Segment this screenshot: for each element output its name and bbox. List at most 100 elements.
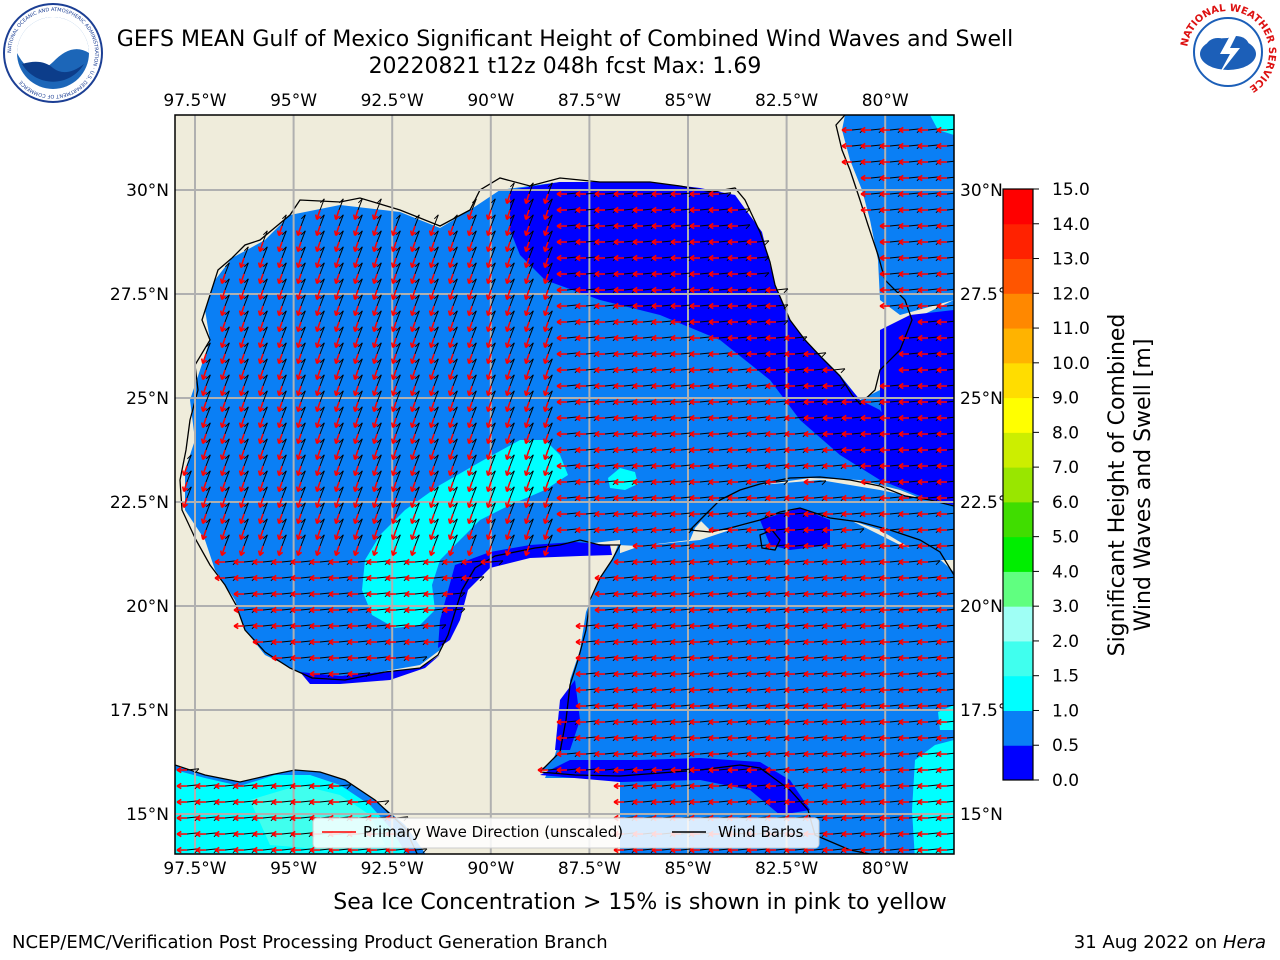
wave-arrow-head <box>556 190 562 198</box>
wind-barb <box>395 326 401 339</box>
wind-barb <box>300 502 306 515</box>
wind-barb <box>414 656 427 659</box>
wave-arrow-head <box>936 318 942 326</box>
wave-arrow <box>544 241 549 252</box>
wave-arrow-head <box>523 502 531 509</box>
wave-arrow-head <box>879 270 885 278</box>
wave-arrow <box>335 321 340 332</box>
wave-arrow-head <box>556 318 562 326</box>
wave-arrow-head <box>390 502 398 509</box>
wave-arrow <box>487 273 492 284</box>
wind-barb-tick <box>414 406 420 412</box>
wave-arrow-head <box>309 670 315 678</box>
wind-barb-tick <box>547 198 553 204</box>
wind-barb-tick <box>224 358 230 364</box>
wave-arrow-head <box>556 302 562 310</box>
wave-arrow-head <box>466 358 474 365</box>
wave-arrow-head <box>651 734 657 742</box>
wave-arrow-head <box>556 350 562 358</box>
wave-arrow-head <box>613 606 619 614</box>
wind-barb <box>471 214 477 227</box>
wind-barb-tick <box>547 294 553 300</box>
wind-barb-tick <box>338 454 344 460</box>
wave-arrow-head <box>879 750 885 758</box>
wind-barb-tick <box>319 390 325 396</box>
wind-barb <box>471 486 477 499</box>
wave-arrow <box>316 449 321 460</box>
wave-arrow-head <box>784 398 790 406</box>
wave-arrow <box>240 385 245 396</box>
wave-arrow-head <box>390 534 398 541</box>
wave-arrow-head <box>936 302 942 310</box>
wind-barb-tick <box>528 454 534 460</box>
wave-arrow <box>468 353 473 364</box>
wave-arrow <box>316 513 321 524</box>
wind-barb-tick <box>376 454 382 460</box>
wind-barb-tick <box>384 800 390 806</box>
wave-arrow-head <box>898 670 904 678</box>
wind-barb <box>433 214 439 227</box>
wave-arrow-head <box>276 470 284 477</box>
wave-arrow-head <box>898 158 904 166</box>
wave-arrow-head <box>504 374 512 381</box>
wave-arrow <box>449 241 454 252</box>
wave-arrow-head <box>371 294 379 301</box>
wave-arrow-head <box>822 750 828 758</box>
wind-barb-tick <box>414 438 420 444</box>
wind-barb-tick <box>224 278 230 284</box>
wind-barb <box>946 352 954 355</box>
wind-barb <box>319 470 325 483</box>
wave-arrow-head <box>670 510 676 518</box>
wave-arrow-head <box>542 294 550 301</box>
wave-arrow-head <box>556 222 562 230</box>
wave-arrow <box>297 545 302 556</box>
wave-arrow-head <box>689 702 695 710</box>
wave-arrow <box>468 337 473 348</box>
wind-barb <box>547 310 553 323</box>
wave-arrow-head <box>765 750 771 758</box>
wave-arrow-head <box>219 294 227 301</box>
wind-barb-tick <box>840 368 846 374</box>
wave-arrow-head <box>765 670 771 678</box>
wind-barb-tick <box>300 342 306 348</box>
wind-barb-tick <box>955 721 959 725</box>
wave-arrow-head <box>765 478 771 486</box>
wind-barb <box>395 454 401 467</box>
wave-arrow-head <box>841 718 847 726</box>
wave-arrow-head <box>917 734 923 742</box>
wave-arrow <box>278 321 283 332</box>
wave-arrow-head <box>689 462 695 470</box>
wave-arrow-head <box>936 334 942 342</box>
wind-barb <box>224 422 230 435</box>
wave-arrow <box>316 417 321 428</box>
wind-barb-tick <box>224 326 230 332</box>
wave-arrow-head <box>822 414 828 422</box>
wave-arrow-head <box>917 222 923 230</box>
wave-arrow-head <box>594 190 600 198</box>
wave-arrow-head <box>219 518 227 525</box>
wind-barb-tick <box>433 262 439 268</box>
wave-arrow-head <box>575 510 581 518</box>
wave-arrow <box>430 401 435 412</box>
wind-barb-tick <box>357 278 363 284</box>
wave-arrow-head <box>613 238 619 246</box>
wind-barb-tick <box>433 390 439 396</box>
wave-arrow-head <box>917 302 923 310</box>
wind-barb-tick <box>262 230 268 236</box>
wind-barb-tick <box>528 534 534 540</box>
wind-barb <box>946 400 954 403</box>
wave-arrow <box>525 513 530 524</box>
wind-barb-tick <box>414 454 420 460</box>
wind-barb <box>433 624 446 627</box>
wave-arrow-head <box>575 222 581 230</box>
wave-arrow-head <box>803 558 809 566</box>
wave-arrow <box>392 289 397 300</box>
wave-arrow-head <box>879 478 885 486</box>
wave-arrow <box>297 465 302 476</box>
wave-arrow-head <box>504 230 512 237</box>
wind-barb <box>319 486 325 499</box>
wave-arrow <box>335 513 340 524</box>
wave-arrow-head <box>670 734 676 742</box>
wind-barb <box>357 502 363 515</box>
wind-barb-tick <box>281 342 287 348</box>
